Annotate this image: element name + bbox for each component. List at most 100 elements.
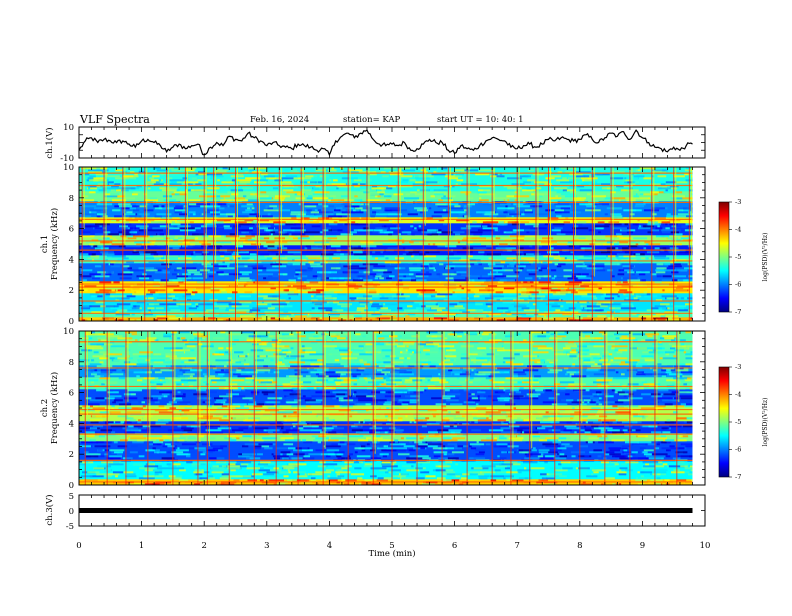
spectrogram-speckle [171,169,185,171]
spectrogram-speckle [161,205,164,207]
spectrogram-speckle [171,181,178,183]
spectrogram-speckle [298,427,303,429]
spectrogram-speckle [180,257,186,259]
spectrogram-speckle [94,237,102,239]
spectrogram-speckle [146,269,158,271]
spectrogram-speckle [230,463,236,465]
spectrogram-speckle [486,245,492,247]
spectrogram-speckle [581,177,591,179]
spectrogram-speckle [302,289,317,291]
spectrogram-speckle [554,275,557,277]
spectrogram-speckle [622,229,629,231]
spectrogram-speckle [228,297,232,299]
spectrogram-speckle [295,273,298,275]
spectrogram-speckle [471,421,474,423]
spectrogram-speckle [262,215,273,217]
spectrogram-speckle [483,467,489,469]
spectrogram-speckle [565,445,573,447]
spectrogram-speckle [265,475,276,477]
spectrogram-speckle [666,315,679,317]
spectrogram-speckle [365,479,373,481]
spectrogram-speckle [665,421,674,423]
spectrogram-speckle [153,255,163,257]
spectrogram-speckle [443,431,455,433]
spectrogram-speckle [337,281,346,283]
spectrogram-speckle [386,277,392,279]
spectrogram-speckle [540,473,547,475]
spectrogram-speckle [170,309,180,311]
spectrogram-speckle [589,265,605,267]
spectrogram-speckle [79,427,90,429]
spectrogram-speckle [249,227,253,229]
spectrogram-speckle [286,221,294,223]
spectrogram-speckle [658,197,664,199]
spectrogram-speckle [467,309,477,311]
spectrogram-speckle [676,197,682,199]
spectrogram-speckle [257,179,268,181]
spectrogram-speckle [90,255,99,257]
spectrogram-speckle [377,419,386,421]
spectrogram-speckle [650,473,653,475]
spectrogram-speckle [448,457,459,459]
spectrogram-speckle [261,315,277,317]
spectrogram-speckle [651,471,666,473]
spectrogram-speckle [264,429,267,431]
spectrogram-speckle [250,457,261,459]
spectrogram-speckle [501,431,517,433]
spectrogram-speckle [655,305,666,307]
spectrogram-speckle [254,447,261,449]
spectrogram-speckle [551,449,562,451]
spectrogram-speckle [472,237,486,239]
spectrogram-speckle [301,189,312,191]
spectrogram-speckle [268,275,273,277]
spectrogram-speckle [389,437,401,439]
spectrogram-speckle [671,303,674,305]
spectrogram-speckle [175,209,186,211]
spectrogram-speckle [208,317,216,319]
spectrogram-speckle [500,203,511,205]
spectrogram-speckle [662,427,668,429]
spectrogram-speckle [632,443,647,445]
spectrogram-speckle [157,467,172,469]
spectrogram-speckle [161,279,169,281]
spectrogram-speckle [135,315,144,317]
spectrogram-speckle [657,473,660,475]
spectrogram-speckle [454,317,460,319]
spectrogram-speckle [402,243,411,245]
spectrogram-speckle [375,257,378,259]
spectrogram-speckle [311,317,320,319]
spectrogram-speckle [139,467,154,469]
spectrogram-speckle [206,429,222,431]
spectrogram-speckle [430,265,432,267]
spectrogram-speckle [634,195,640,197]
spectrogram-speckle [312,309,320,311]
spectrogram-speckle [218,191,228,193]
spectrogram-speckle [137,439,145,441]
spectrogram-speckle [130,419,136,421]
spectrogram-speckle [355,451,358,453]
spectrogram-speckle [587,315,591,317]
spectrogram-speckle [181,427,194,429]
spectrogram-speckle [478,475,489,477]
spectrogram-speckle [385,191,400,193]
spectrogram-speckle [688,309,693,311]
spectrogram-speckle [499,221,504,223]
spectrogram-speckle [271,461,283,463]
spectrogram-speckle [474,267,481,269]
spectrogram-speckle [595,225,610,227]
spectrogram-speckle [109,455,122,457]
spectrogram-speckle [147,307,154,309]
spectrogram-speckle [268,213,271,215]
spectrogram-speckle [381,251,384,253]
spectrogram-speckle [533,447,536,449]
spectrogram-speckle [123,229,131,231]
spectrogram-speckle [193,273,202,275]
spectrogram-speckle [407,253,413,255]
spectrogram-speckle [217,247,220,249]
spectrogram-speckle [363,295,372,297]
spectrogram-speckle [221,289,226,291]
spectrogram-speckle [276,257,287,259]
spectrogram-speckle [130,231,135,233]
spectrogram-speckle [343,265,359,267]
